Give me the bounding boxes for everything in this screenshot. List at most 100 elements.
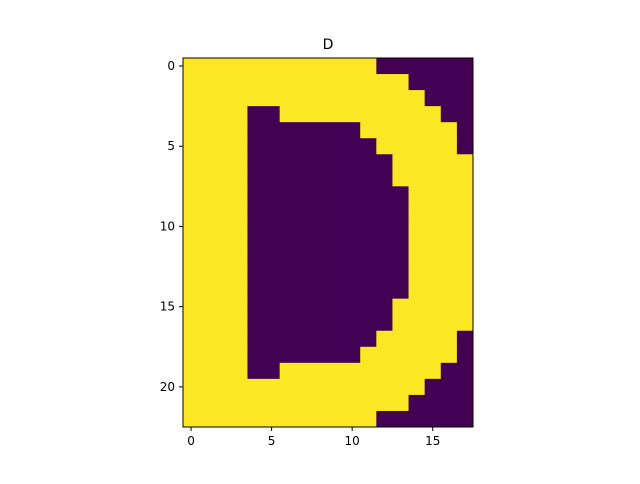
heatmap-cell xyxy=(424,106,442,123)
heatmap-cell xyxy=(392,106,410,123)
heatmap-cell xyxy=(279,122,297,139)
heatmap-cell xyxy=(279,186,297,203)
heatmap-cell xyxy=(199,106,216,123)
heatmap-cell xyxy=(279,282,297,300)
heatmap-cell xyxy=(263,362,281,380)
heatmap-cell xyxy=(408,218,426,235)
heatmap-cell xyxy=(311,138,329,155)
heatmap-cell xyxy=(360,330,377,348)
heatmap-cell xyxy=(376,330,393,348)
heatmap-cell xyxy=(295,346,313,364)
heatmap-cell xyxy=(328,362,345,380)
heatmap-cell xyxy=(392,90,410,107)
heatmap-cell xyxy=(344,106,361,123)
heatmap-cell xyxy=(215,138,232,155)
heatmap-cell xyxy=(311,90,329,107)
heatmap-cell xyxy=(231,330,248,348)
heatmap-cell xyxy=(311,410,329,428)
heatmap-cell xyxy=(344,202,361,219)
heatmap-cell xyxy=(424,330,442,348)
heatmap-cell xyxy=(360,394,377,412)
heatmap-cell xyxy=(440,138,458,155)
heatmap-cell xyxy=(231,298,248,316)
heatmap-cell xyxy=(295,282,313,300)
heatmap-cell xyxy=(424,202,442,219)
heatmap-cell xyxy=(263,90,281,107)
heatmap-cell xyxy=(408,330,426,348)
heatmap-cell xyxy=(440,90,458,107)
heatmap-cell xyxy=(408,234,426,252)
heatmap-cell xyxy=(295,106,313,123)
heatmap-cell xyxy=(183,218,200,235)
heatmap-cell xyxy=(199,266,216,284)
heatmap-cell xyxy=(440,58,458,75)
heatmap-cell xyxy=(376,346,393,364)
heatmap-cell xyxy=(392,250,410,268)
heatmap-cell xyxy=(199,170,216,187)
heatmap-cell xyxy=(408,106,426,123)
heatmap-cell xyxy=(247,74,265,91)
heatmap-cell xyxy=(279,378,297,396)
heatmap-cell xyxy=(360,378,377,396)
heatmap-cell xyxy=(424,314,442,332)
heatmap-cell xyxy=(328,234,345,252)
heatmap-cell xyxy=(344,346,361,364)
heatmap-cell xyxy=(231,90,248,107)
y-tick-label: 10 xyxy=(160,219,175,233)
heatmap-cell xyxy=(183,314,200,332)
heatmap-cell xyxy=(183,138,200,155)
heatmap-cell xyxy=(360,218,377,235)
heatmap-cell xyxy=(456,186,474,203)
heatmap-cell xyxy=(328,298,345,316)
heatmap-cell xyxy=(311,218,329,235)
heatmap-cell xyxy=(456,298,474,316)
heatmap-cell xyxy=(360,202,377,219)
y-tick-label: 15 xyxy=(160,300,175,314)
heatmap-cell xyxy=(231,154,248,171)
heatmap-cell xyxy=(231,106,248,123)
heatmap-cell xyxy=(424,90,442,107)
heatmap-cell xyxy=(311,106,329,123)
heatmap-cell xyxy=(247,234,265,252)
heatmap-cell xyxy=(247,122,265,139)
heatmap-cell xyxy=(360,266,377,284)
heatmap-cell xyxy=(392,330,410,348)
heatmap-cell xyxy=(279,362,297,380)
heatmap-cell xyxy=(183,154,200,171)
heatmap-cell xyxy=(392,410,410,428)
heatmap-cell xyxy=(456,394,474,412)
heatmap-cell xyxy=(183,234,200,252)
heatmap-cell xyxy=(311,346,329,364)
heatmap-cell xyxy=(183,90,200,107)
heatmap-cell xyxy=(456,330,474,348)
heatmap-cell xyxy=(295,58,313,75)
heatmap-cell xyxy=(360,58,377,75)
heatmap-cell xyxy=(231,122,248,139)
y-tick-label: 0 xyxy=(167,59,175,73)
heatmap-cell xyxy=(311,362,329,380)
heatmap-cell xyxy=(247,154,265,171)
heatmap-cell xyxy=(328,202,345,219)
heatmap-cell xyxy=(376,298,393,316)
heatmap-cell xyxy=(215,362,232,380)
heatmap-cell xyxy=(247,58,265,75)
heatmap-cell xyxy=(311,378,329,396)
heatmap-cell xyxy=(456,122,474,139)
heatmap-cell xyxy=(456,410,474,428)
heatmap-cell xyxy=(360,138,377,155)
heatmap-cell xyxy=(360,362,377,380)
x-tick-label: 0 xyxy=(187,434,195,448)
heatmap-cell xyxy=(279,346,297,364)
heatmap-cell xyxy=(263,394,281,412)
y-tick-label: 20 xyxy=(160,380,175,394)
heatmap-cell xyxy=(456,170,474,187)
heatmap-cell xyxy=(408,122,426,139)
heatmap-cell xyxy=(215,346,232,364)
heatmap-cell xyxy=(440,74,458,91)
heatmap-cell xyxy=(215,122,232,139)
heatmap-cell xyxy=(199,218,216,235)
heatmap-cell xyxy=(215,90,232,107)
heatmap-cell xyxy=(295,410,313,428)
heatmap-cell xyxy=(183,282,200,300)
